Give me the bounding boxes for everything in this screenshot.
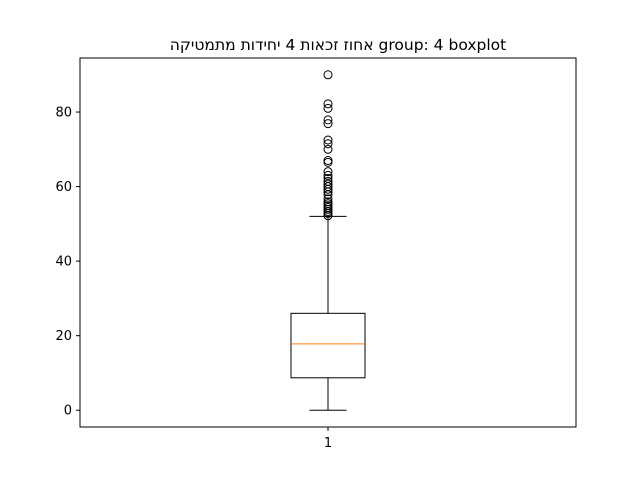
outlier-point — [323, 179, 333, 189]
y-tick-label: 60 — [55, 180, 72, 195]
plot-area: 0 20 40 60 80 1 — [55, 70, 366, 451]
outlier-point — [323, 170, 333, 180]
y-tick-label: 0 — [64, 404, 72, 419]
y-tick-label: 40 — [55, 255, 72, 270]
outlier-point — [323, 135, 333, 145]
x-tick-label: 1 — [324, 436, 332, 451]
y-tick-label: 80 — [55, 106, 72, 121]
outlier-point — [323, 115, 333, 125]
chart-title: אחוז זכאות 4 יחידות מתמטיקה group: 4 box… — [170, 36, 506, 54]
outlier-point — [323, 156, 333, 165]
y-tick-label: 20 — [55, 329, 72, 344]
outlier-point — [323, 144, 333, 154]
outlier-point — [323, 176, 333, 186]
outlier-point — [323, 197, 333, 207]
outlier-point — [323, 139, 333, 149]
outlier-point — [323, 103, 333, 113]
outlier-point — [323, 167, 333, 177]
outlier-point — [323, 70, 333, 80]
axes-frame — [79, 57, 577, 428]
outlier-point — [323, 173, 333, 183]
outlier-point — [323, 99, 333, 109]
outlier-point — [323, 194, 333, 204]
iqr-box — [290, 312, 366, 379]
outlier-point — [323, 119, 333, 129]
